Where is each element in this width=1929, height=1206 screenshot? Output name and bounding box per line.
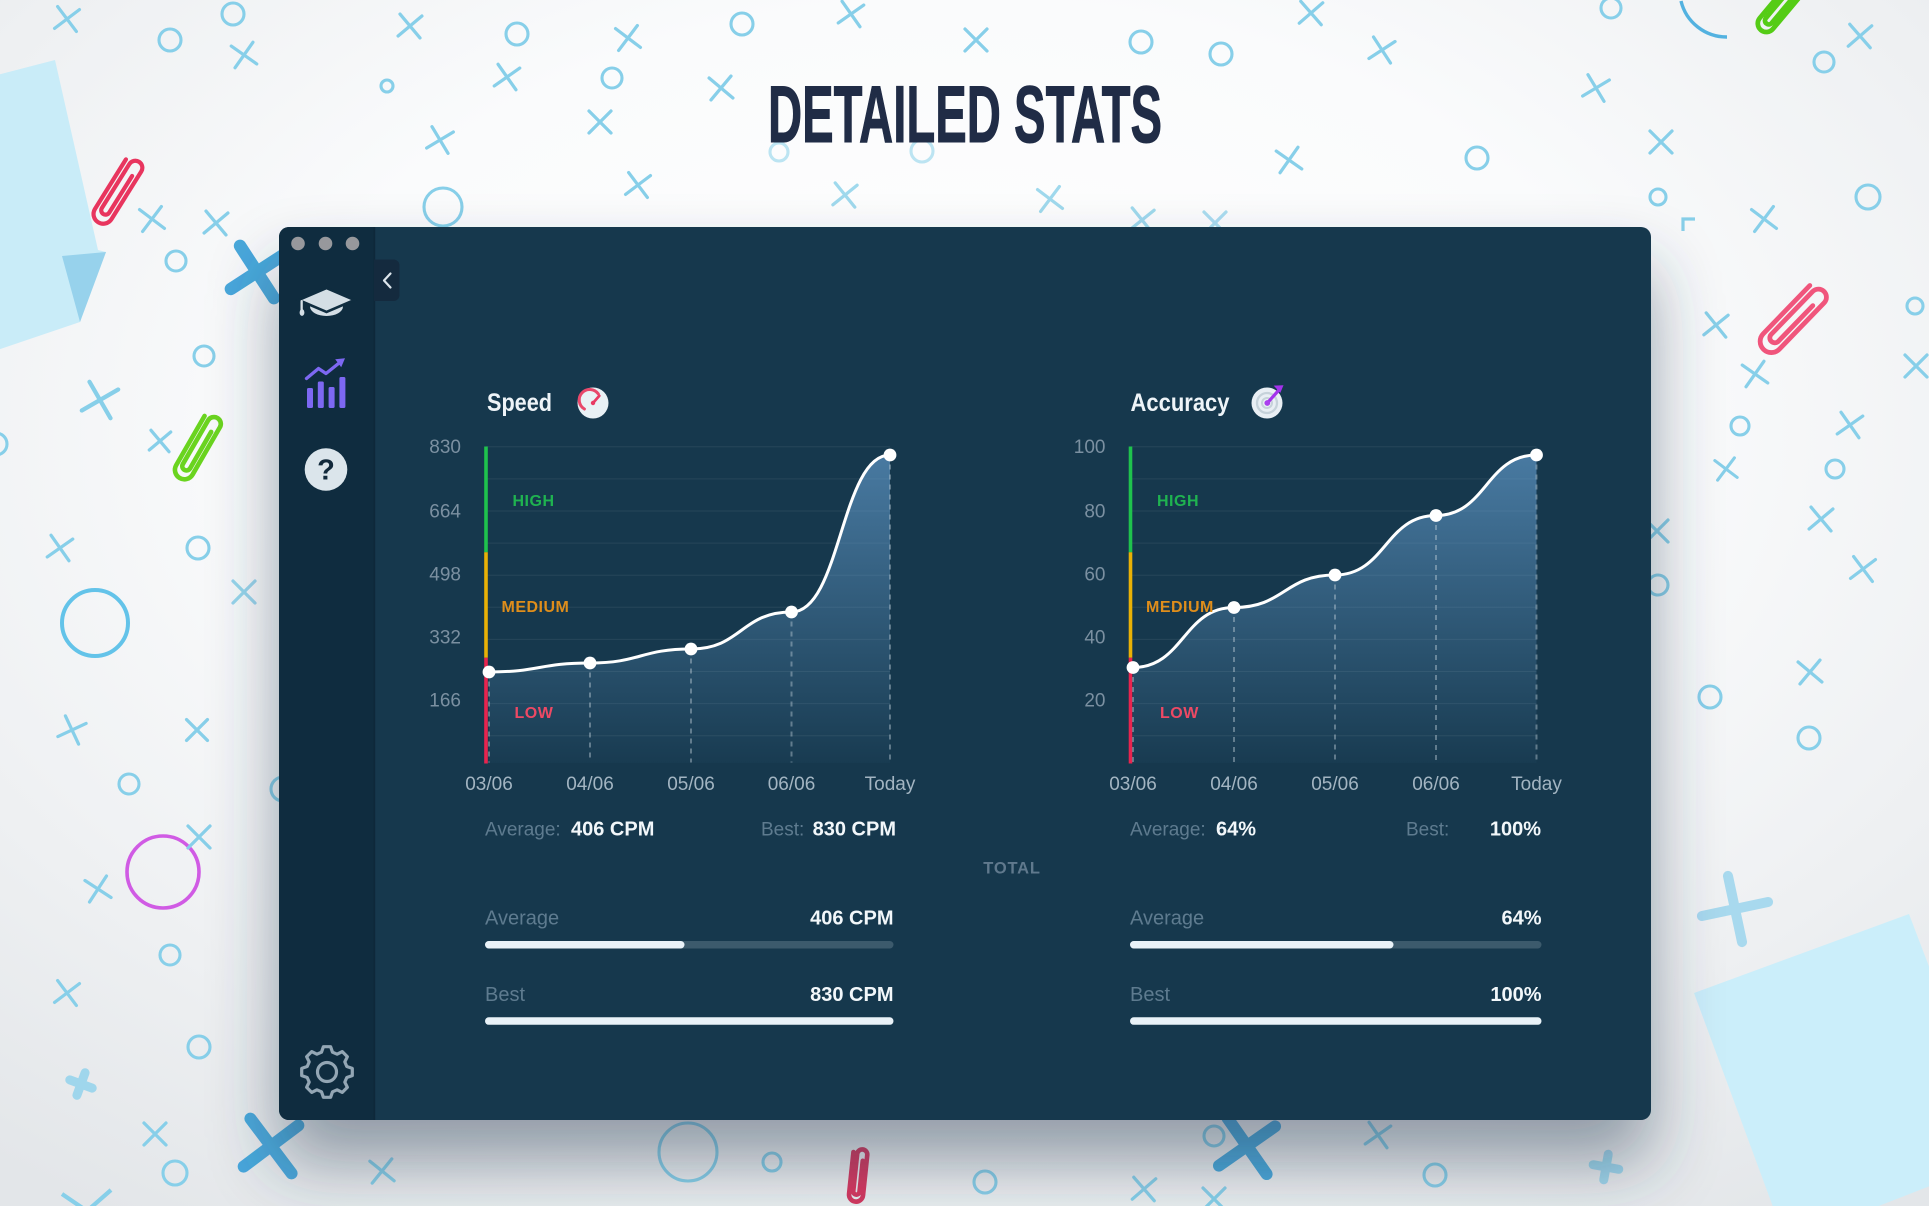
svg-text:Best:: Best:: [1406, 820, 1449, 841]
svg-text:DETAILED STATS: DETAILED STATS: [768, 70, 1162, 160]
svg-text:03/06: 03/06: [1109, 774, 1157, 795]
svg-text:Best: Best: [1130, 984, 1170, 1006]
svg-text:20: 20: [1084, 691, 1105, 712]
svg-text:MEDIUM: MEDIUM: [502, 599, 570, 616]
svg-text:Today: Today: [865, 774, 916, 795]
svg-text:406 CPM: 406 CPM: [571, 819, 654, 841]
svg-text:830 CPM: 830 CPM: [810, 984, 893, 1006]
svg-text:Accuracy: Accuracy: [1131, 389, 1230, 417]
svg-text:40: 40: [1084, 628, 1105, 649]
svg-text:830: 830: [429, 437, 461, 458]
svg-text:MEDIUM: MEDIUM: [1146, 599, 1214, 616]
svg-text:Average:: Average:: [485, 820, 561, 841]
svg-text:Today: Today: [1511, 774, 1562, 795]
svg-text:100%: 100%: [1490, 984, 1541, 1006]
svg-text:406 CPM: 406 CPM: [810, 908, 893, 930]
svg-text:Speed: Speed: [487, 389, 552, 417]
svg-text:05/06: 05/06: [667, 774, 715, 795]
svg-text:04/06: 04/06: [1210, 774, 1258, 795]
svg-text:06/06: 06/06: [768, 774, 816, 795]
svg-text:Average: Average: [485, 908, 559, 930]
svg-text:HIGH: HIGH: [513, 493, 555, 510]
svg-text:05/06: 05/06: [1311, 774, 1359, 795]
svg-text:100%: 100%: [1490, 819, 1541, 841]
svg-text:64%: 64%: [1216, 819, 1256, 841]
svg-text:Best: Best: [485, 984, 525, 1006]
svg-text:Average: Average: [1130, 908, 1204, 930]
svg-text:Best:: Best:: [761, 820, 804, 841]
svg-text:830 CPM: 830 CPM: [813, 819, 896, 841]
svg-text:04/06: 04/06: [566, 774, 614, 795]
svg-text:498: 498: [429, 565, 461, 586]
svg-text:80: 80: [1084, 502, 1105, 523]
svg-text:Average:: Average:: [1130, 820, 1206, 841]
svg-text:60: 60: [1084, 565, 1105, 586]
svg-text:64%: 64%: [1501, 908, 1541, 930]
svg-text:TOTAL: TOTAL: [983, 860, 1040, 878]
svg-text:LOW: LOW: [515, 705, 554, 722]
svg-text:100: 100: [1074, 437, 1106, 458]
svg-text:166: 166: [429, 691, 461, 712]
svg-text:?: ?: [317, 455, 335, 487]
svg-text:06/06: 06/06: [1412, 774, 1460, 795]
svg-text:HIGH: HIGH: [1157, 493, 1199, 510]
svg-text:LOW: LOW: [1160, 705, 1199, 722]
svg-text:03/06: 03/06: [465, 774, 513, 795]
svg-text:664: 664: [429, 502, 461, 523]
svg-text:332: 332: [429, 628, 461, 649]
